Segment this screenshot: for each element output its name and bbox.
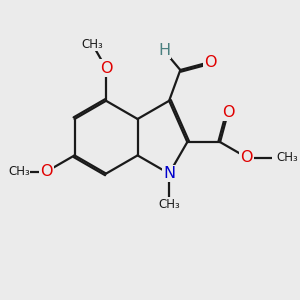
Text: O: O <box>204 55 217 70</box>
Text: N: N <box>163 166 175 181</box>
Text: CH₃: CH₃ <box>8 165 30 178</box>
Text: CH₃: CH₃ <box>82 38 103 51</box>
Text: CH₃: CH₃ <box>158 198 180 211</box>
Text: CH₃: CH₃ <box>277 151 298 164</box>
Text: O: O <box>40 164 52 179</box>
Text: methoxy: methoxy <box>89 44 95 45</box>
Text: O: O <box>222 105 234 120</box>
Text: H: H <box>158 43 170 58</box>
Text: O: O <box>241 150 253 165</box>
Text: O: O <box>100 61 112 76</box>
Text: methoxy: methoxy <box>88 44 94 45</box>
Text: O: O <box>100 61 112 76</box>
Text: methoxy: methoxy <box>92 43 99 44</box>
